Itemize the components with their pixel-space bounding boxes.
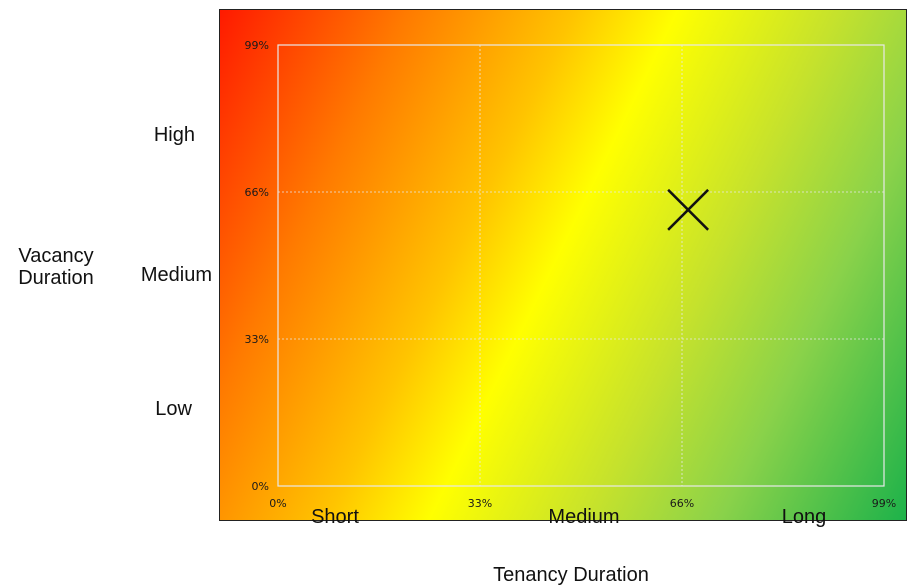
x-tick-label: 99%: [872, 497, 896, 510]
x-category-short: Short: [311, 506, 359, 528]
y-tick-label: 0%: [252, 480, 269, 493]
x-tick-label: 66%: [670, 497, 694, 510]
x-tick-label: 0%: [269, 497, 286, 510]
y-category-medium: Medium: [140, 264, 212, 286]
y-tick-label: 99%: [245, 39, 269, 52]
x-category-medium: Medium: [548, 506, 620, 528]
y-tick-label: 66%: [245, 186, 269, 199]
data-point-marker: [667, 188, 710, 231]
y-category-low: Low: [155, 398, 192, 420]
grid-frame: [277, 44, 885, 487]
x-tick-label: 33%: [468, 497, 492, 510]
point-layer: [667, 188, 710, 231]
x-axis-title: Tenancy Duration: [493, 564, 649, 586]
y-axis-title: Vacancy Duration: [18, 245, 94, 289]
x-category-long: Long: [781, 506, 827, 528]
y-tick-label: 33%: [245, 333, 269, 346]
grid-layer: [277, 44, 885, 487]
tick-layer: 0% 33% 66% 99% 0% 33% 66% 99%: [245, 39, 897, 510]
y-category-high: High: [153, 124, 195, 146]
plot-area: [219, 9, 907, 521]
